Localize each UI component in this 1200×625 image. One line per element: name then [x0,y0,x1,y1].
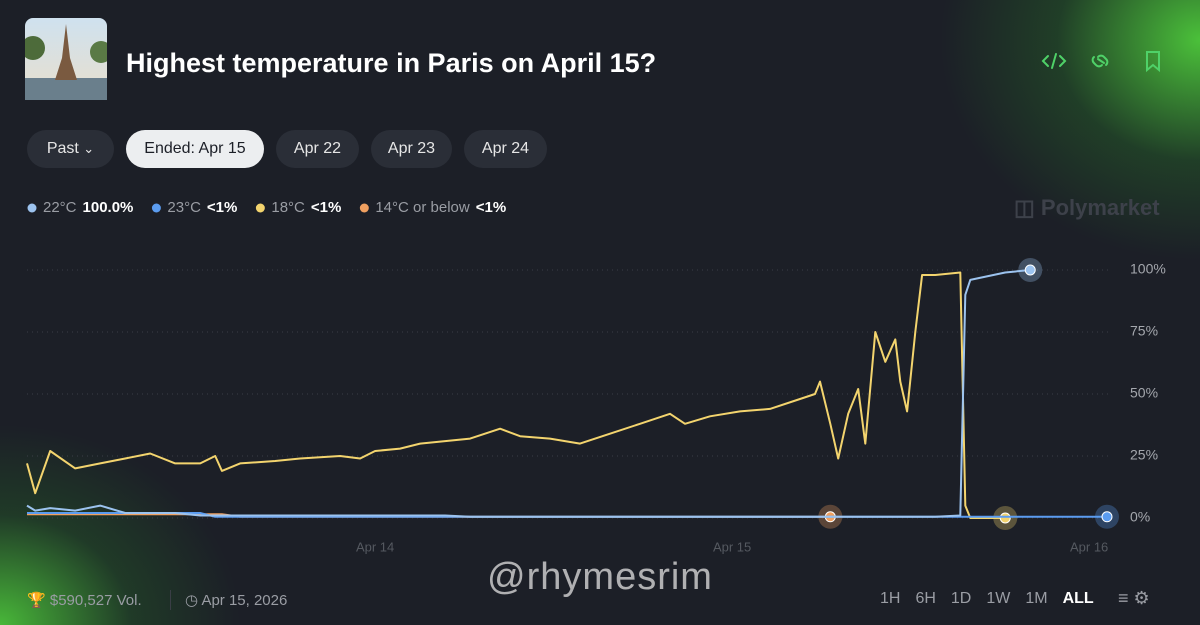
filter-button[interactable]: Apr 22 [276,130,359,168]
legend-value: <1% [311,199,341,216]
market-thumbnail [25,18,107,100]
action-icons [1041,51,1160,73]
range-button[interactable]: 1H [880,590,901,607]
legend-value: <1% [207,199,237,216]
legend-label: 23°C [167,199,201,216]
filter-button[interactable]: Ended: Apr 15 [126,130,264,168]
series-line [26,269,1031,518]
watermark: @rhymesrim [487,556,713,598]
chart-settings[interactable]: ≡ ⚙ [1118,588,1150,608]
end-point [1101,511,1113,523]
legend-marker [151,203,161,213]
y-tick-label: 75% [1130,323,1158,339]
legend-label: 14°C or below [375,199,470,216]
divider [170,590,171,610]
legend-value: <1% [476,199,506,216]
y-tick-label: 50% [1130,385,1158,401]
filter-button[interactable]: Apr 23 [371,130,452,168]
legend-value: 100.0% [83,199,134,216]
filter-button[interactable]: Apr 24 [464,130,547,168]
legend-label: 18°C [271,199,305,216]
brand-watermark: ◫ Polymarket [1014,195,1160,220]
y-tick-label: 0% [1130,509,1150,525]
bookmark-icon[interactable] [1146,51,1160,73]
filter-button[interactable]: Past ⌄ [27,130,114,168]
end-point [1024,264,1036,276]
series-line [26,271,1006,519]
legend-marker [255,203,265,213]
x-tick-label: Apr 16 [1070,539,1108,554]
range-button[interactable]: 1M [1025,590,1048,607]
end-point [999,512,1011,524]
legend-marker [359,203,369,213]
range-button[interactable]: 1D [950,590,972,607]
range-button[interactable]: ALL [1062,590,1094,607]
market-title: Highest temperature in Paris on April 15… [126,48,657,78]
embed-icon[interactable] [1041,53,1067,69]
volume: 🏆 $590,527 Vol. [27,592,142,609]
y-tick-label: 25% [1130,447,1158,463]
range-button[interactable]: 6H [915,590,936,607]
legend-label: 22°C [43,199,77,216]
x-tick-label: Apr 14 [356,539,394,554]
y-tick-label: 100% [1130,261,1166,277]
x-tick-label: Apr 15 [713,539,751,554]
link-icon[interactable] [1091,54,1109,68]
range-selector: 1H 6H 1D 1W 1M ALL [880,590,1094,608]
legend-marker [27,203,37,213]
range-button[interactable]: 1W [986,590,1011,607]
end-date: ◷ Apr 15, 2026 [185,592,288,609]
